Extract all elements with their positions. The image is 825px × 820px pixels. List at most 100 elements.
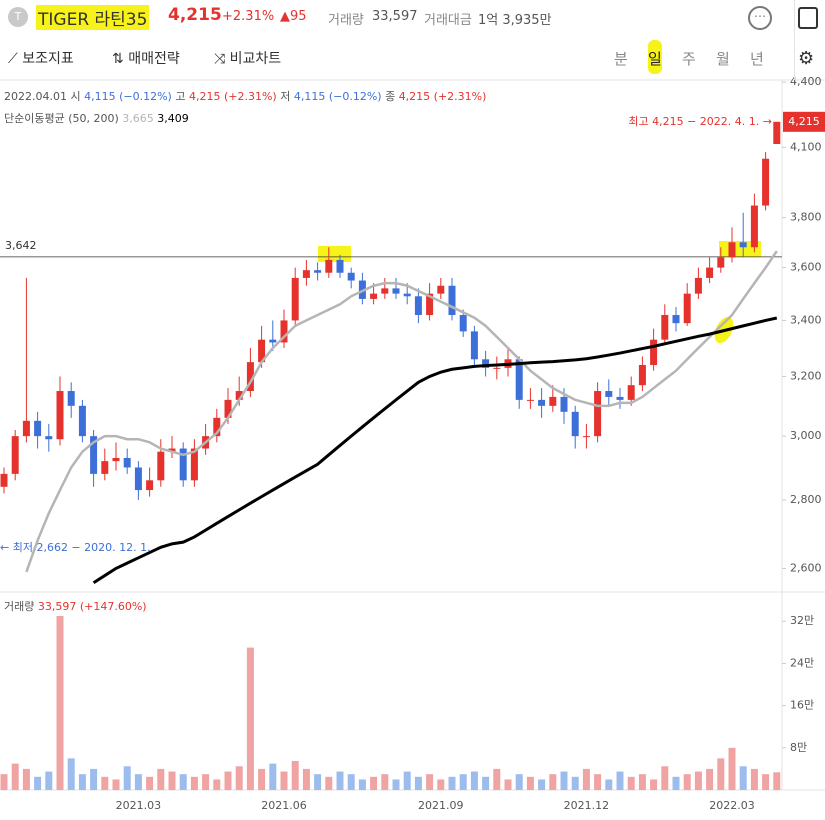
candle-body: [246, 362, 254, 392]
candle-body: [45, 436, 53, 440]
period-tab[interactable]: 년: [750, 50, 764, 68]
volume-bar: [11, 763, 19, 790]
ma-value: 3,409: [157, 112, 189, 125]
volume-bar: [224, 771, 232, 790]
close: 4,215 (+2.31%): [398, 90, 487, 103]
y-tick-label: 3,800: [790, 211, 822, 224]
y-tick-label: 3,200: [790, 369, 822, 382]
volume-bar: [314, 774, 322, 790]
volume-bar: [616, 771, 624, 790]
candle-body: [67, 391, 75, 406]
volume-label: 거래량: [328, 13, 364, 28]
candle-body: [426, 293, 434, 316]
volume-bar: [750, 768, 758, 790]
candle-body: [280, 320, 288, 343]
volume-tick-label: 24만: [790, 656, 814, 669]
candle-body: [325, 259, 333, 273]
period-tab[interactable]: 분: [614, 50, 628, 68]
volume-bar: [235, 766, 243, 790]
volume-bar: [717, 758, 725, 790]
more-button[interactable]: ⋯: [748, 6, 772, 30]
candle-body: [235, 391, 243, 400]
volume-bar: [45, 771, 53, 790]
candle-body: [302, 270, 310, 278]
candle-body: [179, 448, 187, 481]
high: 4,215 (+2.31%): [188, 90, 277, 103]
strategy-button[interactable]: ⇅ 매매전략: [112, 51, 180, 67]
price-tag: [783, 111, 825, 132]
moving-average: [25, 250, 778, 573]
volume-bar: [101, 776, 109, 790]
candle-body: [336, 259, 344, 273]
candle-body: [594, 391, 602, 437]
y-tick-label: 4,100: [790, 140, 822, 153]
compare-button[interactable]: ⤨ 비교차트: [214, 51, 282, 67]
stock-name[interactable]: TIGER 라틴35: [36, 5, 150, 30]
volume-legend: 거래량 33,597 (+147.60%): [4, 598, 147, 614]
volume-bar: [325, 776, 333, 790]
volume-bar: [67, 758, 75, 790]
indicator-label: 보조지표: [22, 51, 74, 67]
volume-bar: [403, 771, 411, 790]
volume-value: 33,597 (+147.60%): [37, 600, 147, 613]
candle-body: [627, 385, 635, 400]
x-tick-label: 2021.03: [116, 799, 162, 812]
price-tag-label: 4,215: [788, 115, 820, 128]
hline-label: 3,642: [5, 239, 37, 252]
candle-body: [616, 396, 624, 400]
candle-body: [650, 339, 658, 365]
volume-bar: [426, 774, 434, 790]
candle-body: [470, 331, 478, 360]
candle-body: [448, 285, 456, 316]
volume-bar: [448, 776, 456, 790]
x-tick-label: 2021.12: [564, 799, 610, 812]
volume-bar: [134, 774, 142, 790]
indicator-button[interactable]: ⟋ 보조지표: [8, 51, 74, 67]
change: ▲95: [280, 9, 307, 24]
candle-body: [683, 293, 691, 324]
highlight: [648, 40, 662, 74]
volume-bar: [280, 771, 288, 790]
volume-bar: [246, 647, 254, 790]
candle-body: [739, 242, 747, 248]
volume-bar: [706, 768, 714, 790]
volume-bar: [336, 771, 344, 790]
candle-body: [34, 420, 42, 437]
settings-button[interactable]: ⚙: [798, 48, 815, 69]
candle-body: [773, 121, 781, 145]
volume-title: 거래량: [4, 600, 35, 613]
volume-bar: [762, 774, 770, 790]
volume-bar: [202, 774, 210, 790]
ohlc-info: 2022.04.01 시 4,115 (−0.12%) 고 4,215 (+2.…: [4, 88, 486, 104]
candle-body: [706, 267, 714, 278]
candle-body: [101, 461, 109, 474]
candle-body: [146, 480, 154, 491]
divider: [794, 0, 795, 80]
x-tick-label: 2021.09: [418, 799, 464, 812]
volume-bar: [0, 774, 8, 790]
volume-bar: [493, 768, 501, 790]
panel-button[interactable]: [798, 7, 818, 29]
candle-body: [493, 367, 501, 369]
y-tick-label: 2,800: [790, 493, 822, 506]
period-tab[interactable]: 일: [648, 50, 662, 68]
close-label: 종: [385, 90, 396, 103]
volume-bar: [258, 768, 266, 790]
volume: 33,597: [372, 9, 418, 24]
volume-bar: [526, 776, 534, 790]
candle-body: [661, 315, 669, 340]
change-pct: +2.31%: [222, 9, 275, 24]
volume-bar: [146, 776, 154, 790]
candle-body: [717, 257, 725, 268]
candle-body: [213, 417, 221, 437]
candle-body: [549, 396, 557, 406]
candle-body: [582, 436, 590, 438]
period-tab[interactable]: 월: [716, 50, 730, 68]
volume-bar: [437, 779, 445, 790]
volume-bar: [571, 776, 579, 790]
candle-body: [526, 399, 534, 401]
volume-bar: [638, 774, 646, 790]
period-tab[interactable]: 주: [682, 50, 696, 68]
